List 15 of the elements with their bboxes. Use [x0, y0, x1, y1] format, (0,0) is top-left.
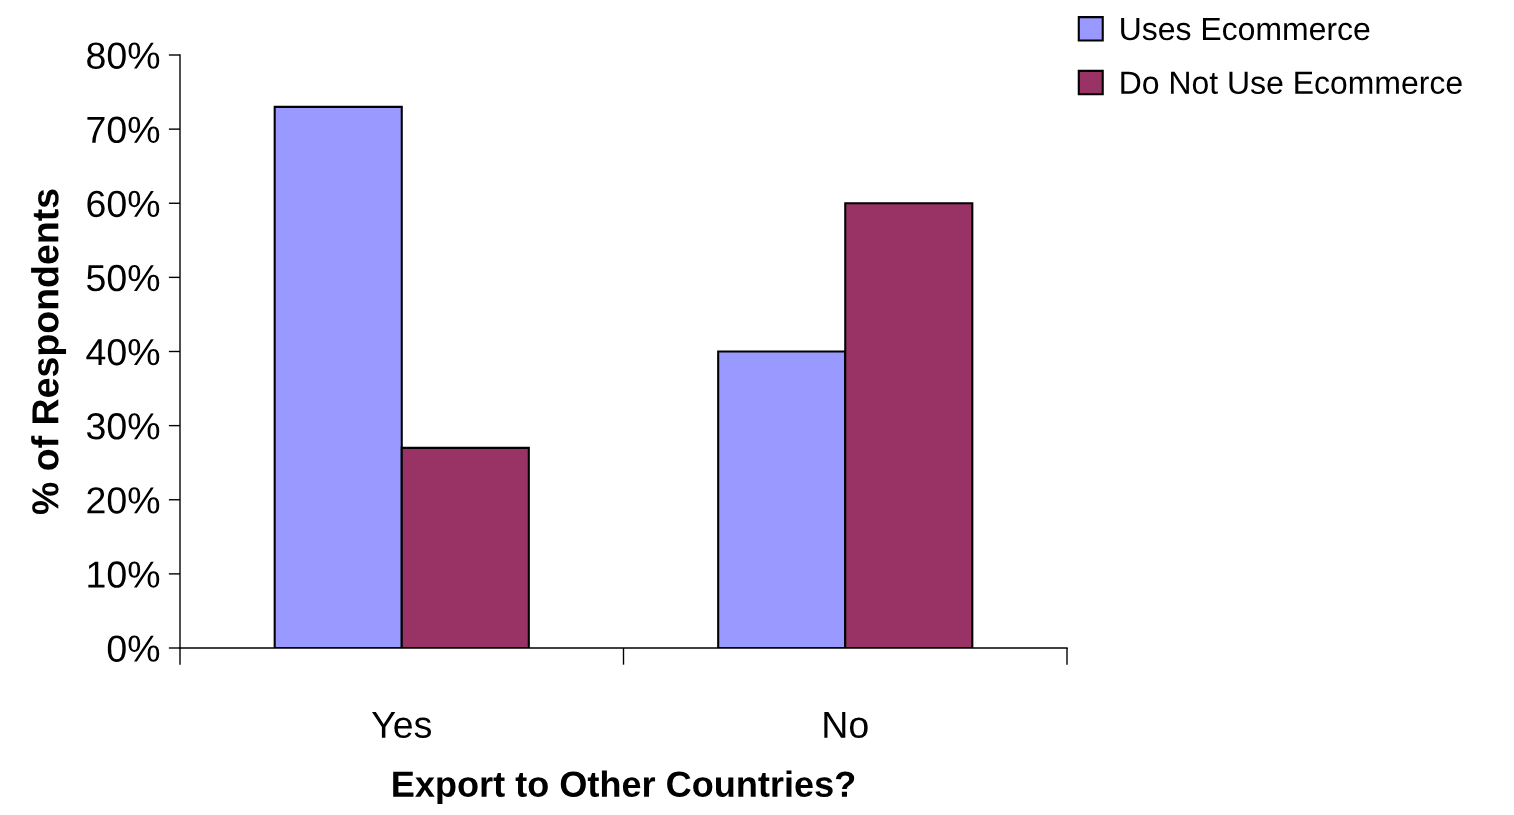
- x-axis-title: Export to Other Countries?: [393, 770, 855, 805]
- x-tick-label: No: [824, 711, 868, 739]
- legend-label: Uses Ecommerce: [1121, 18, 1370, 41]
- y-tick-label: 10%: [88, 561, 160, 588]
- y-tick-label: 50%: [87, 264, 160, 292]
- x-tick-label: Yes: [371, 711, 431, 739]
- y-tick-label: 20%: [87, 487, 160, 514]
- y-axis-title: % of Respondents: [31, 189, 67, 515]
- y-tick-label: 70%: [87, 116, 160, 144]
- y-tick-label: 0%: [107, 635, 160, 662]
- y-tick-label: 60%: [87, 190, 160, 218]
- y-tick-label: 80%: [87, 42, 160, 69]
- y-tick-label: 30%: [86, 413, 160, 440]
- y-tick-label: 40%: [86, 338, 160, 366]
- legend-label: Do Not Use Ecommerce: [1121, 71, 1462, 95]
